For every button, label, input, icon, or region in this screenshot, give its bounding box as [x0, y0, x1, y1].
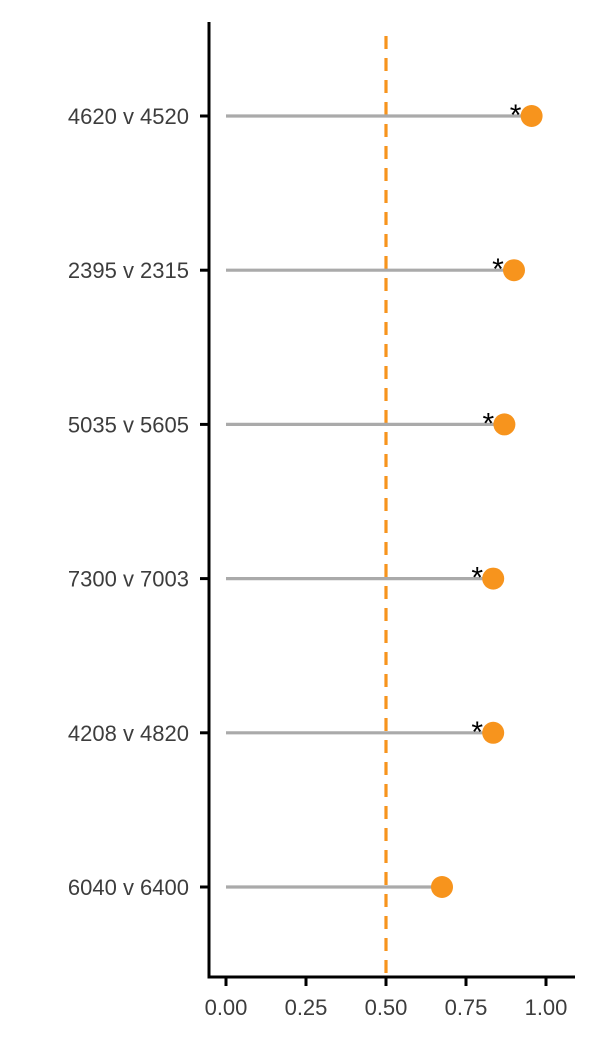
lollipop-point: [503, 259, 525, 282]
significance-marker: *: [471, 562, 483, 595]
y-tick-label: 7300 v 7003: [68, 567, 189, 592]
lollipop-point: [493, 413, 516, 436]
significance-marker: *: [510, 99, 522, 132]
y-tick-label: 2395 v 2315: [68, 258, 189, 283]
y-tick-label: 5035 v 5605: [68, 412, 189, 437]
significance-marker: *: [492, 253, 504, 286]
lollipop-point: [482, 721, 505, 744]
x-tick-label: 0.75: [445, 995, 488, 1020]
lollipop-point: [431, 876, 453, 898]
significance-marker: *: [471, 716, 483, 749]
lollipop-point: [520, 105, 543, 127]
lollipop-point: [482, 567, 505, 590]
x-tick-label: 1.00: [525, 995, 568, 1020]
y-tick-label: 4208 v 4820: [68, 721, 189, 746]
x-tick-label: 0.50: [365, 995, 408, 1020]
significance-marker: *: [483, 407, 495, 440]
y-tick-label: 4620 v 4520: [68, 104, 189, 129]
x-tick-label: 0.25: [285, 995, 328, 1020]
y-tick-label: 6040 v 6400: [68, 875, 189, 900]
x-tick-label: 0.00: [205, 995, 248, 1020]
